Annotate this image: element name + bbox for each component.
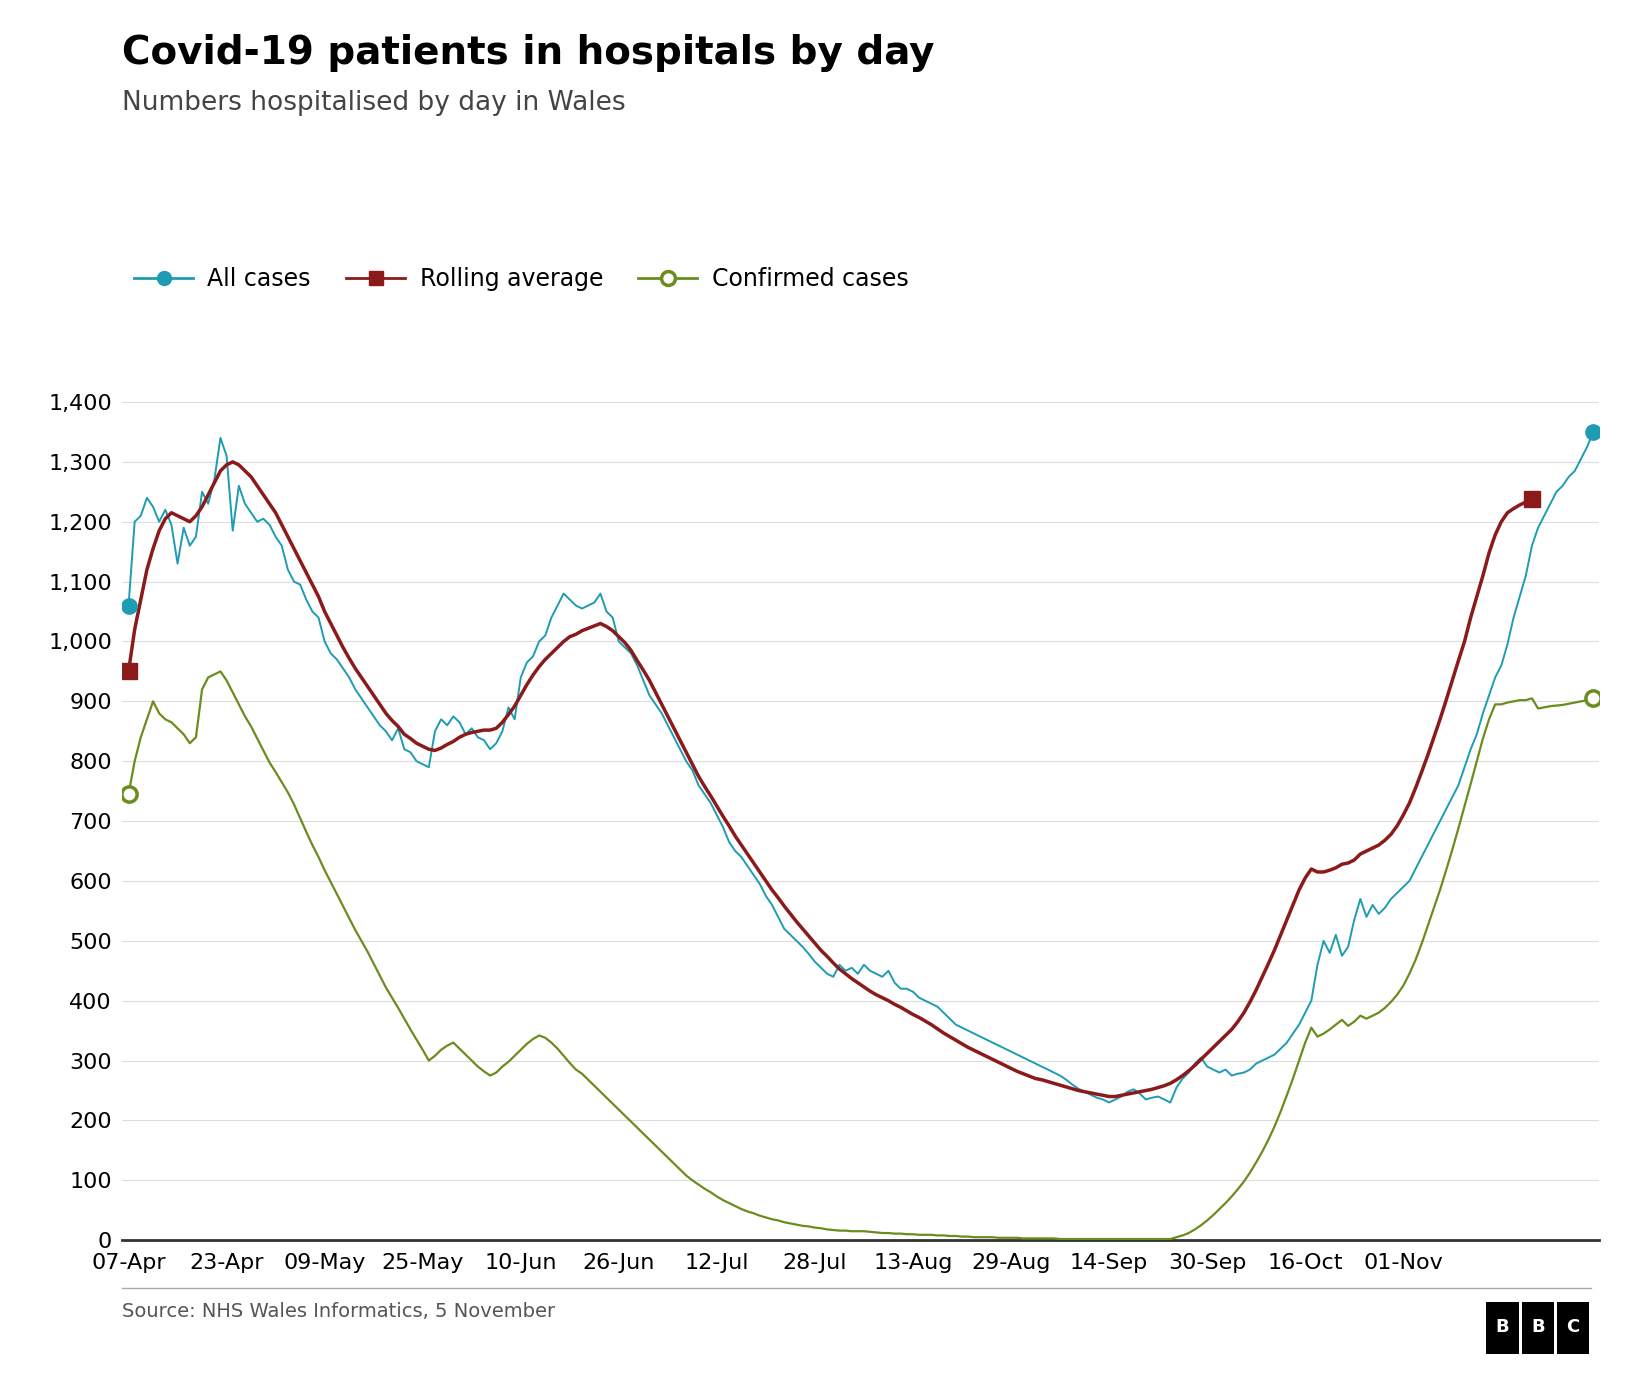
Legend: All cases, Rolling average, Confirmed cases: All cases, Rolling average, Confirmed ca… xyxy=(134,267,909,291)
Text: B: B xyxy=(1531,1319,1544,1337)
Text: Numbers hospitalised by day in Wales: Numbers hospitalised by day in Wales xyxy=(122,90,627,116)
Bar xyxy=(1487,1302,1519,1355)
Text: C: C xyxy=(1567,1319,1580,1337)
Text: B: B xyxy=(1495,1319,1510,1337)
Bar xyxy=(1521,1302,1554,1355)
Text: Source: NHS Wales Informatics, 5 November: Source: NHS Wales Informatics, 5 Novembe… xyxy=(122,1302,555,1322)
Bar xyxy=(1557,1302,1590,1355)
Text: Covid-19 patients in hospitals by day: Covid-19 patients in hospitals by day xyxy=(122,34,935,73)
